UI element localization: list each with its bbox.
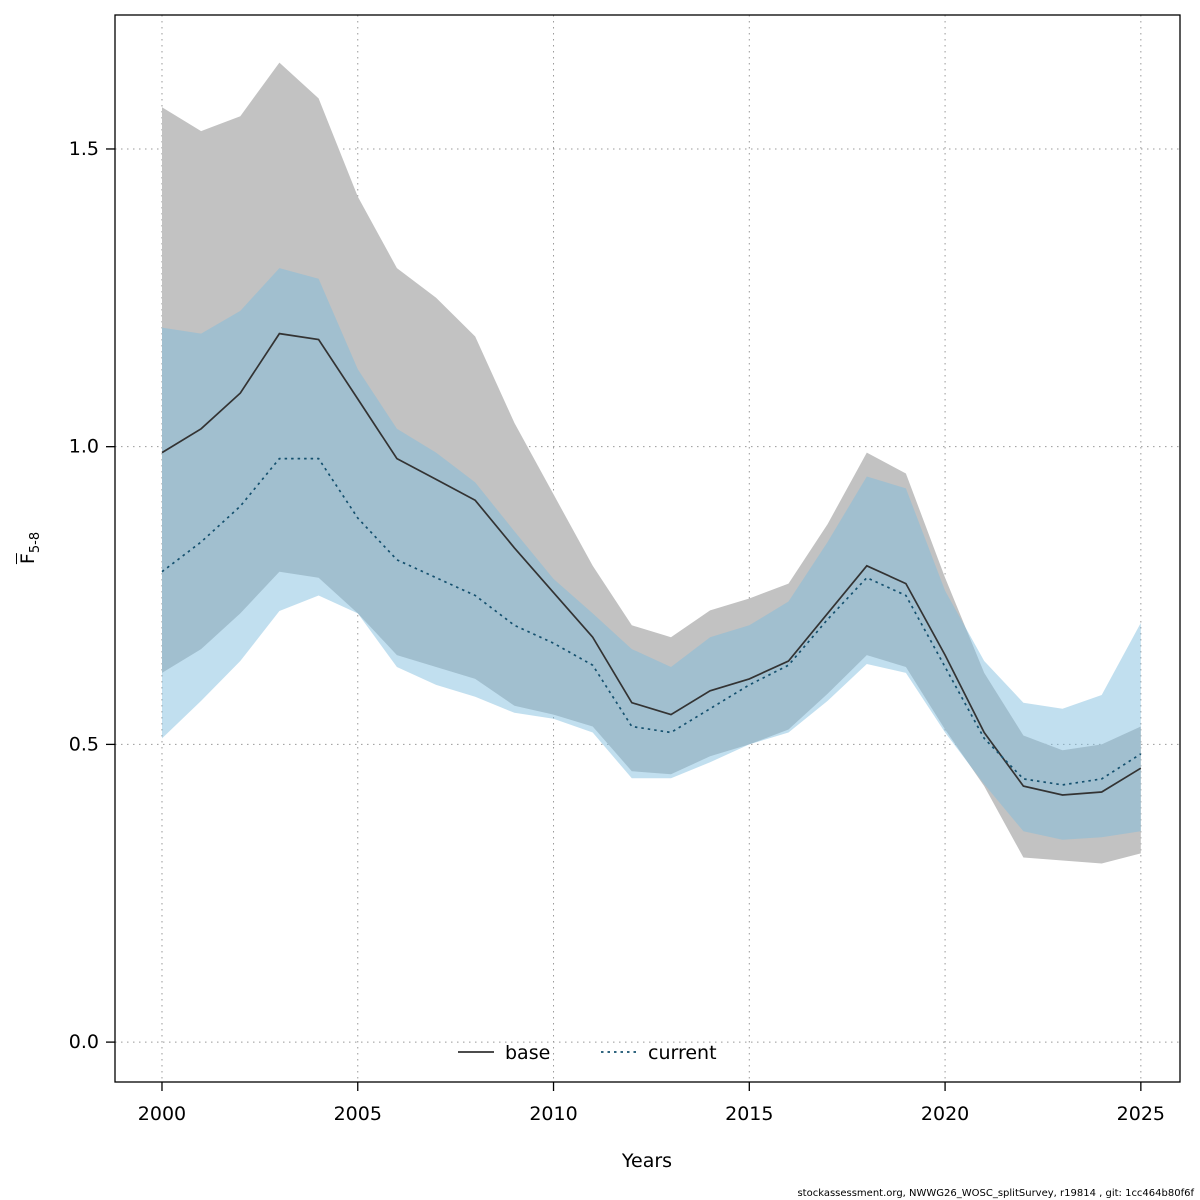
mean-line-current — [161, 457, 1142, 786]
legend-group: base current — [458, 1042, 717, 1064]
bands-group — [162, 62, 1141, 864]
y-tick-label: 0.5 — [69, 733, 99, 755]
band-base — [162, 62, 1141, 864]
y-axis-title-subscript: 5-8 — [28, 531, 43, 554]
x-tick-label: 2005 — [334, 1103, 382, 1125]
footer-citation: stockassessment.org, NWWG26_WOSC_splitSu… — [797, 1188, 1194, 1199]
x-axis-title: Years — [621, 1150, 673, 1172]
y-axis-title: F5-8 — [17, 532, 43, 564]
y-tick-label: 0.0 — [69, 1031, 99, 1053]
band-current — [162, 268, 1141, 840]
x-tick-label: 2000 — [138, 1103, 186, 1125]
axes-group: 2000 2005 2010 2015 2020 2025 0.0 0.5 1.0 1.5 — [69, 138, 1165, 1125]
x-tick-label: 2015 — [725, 1103, 773, 1125]
x-tick-label: 2010 — [529, 1103, 577, 1125]
grid-group — [115, 15, 1180, 1082]
x-tick-label: 2025 — [1117, 1103, 1165, 1125]
legend-label-current: current — [648, 1042, 717, 1064]
y-tick-label: 1.5 — [69, 138, 99, 160]
y-axis-title-main: F — [17, 553, 39, 565]
mean-line-base — [161, 332, 1142, 796]
y-tick-label: 1.0 — [69, 436, 99, 458]
lines-group — [161, 332, 1142, 796]
legend-label-base: base — [505, 1042, 550, 1064]
x-tick-label: 2020 — [921, 1103, 969, 1125]
plot-border — [114, 14, 1181, 1083]
